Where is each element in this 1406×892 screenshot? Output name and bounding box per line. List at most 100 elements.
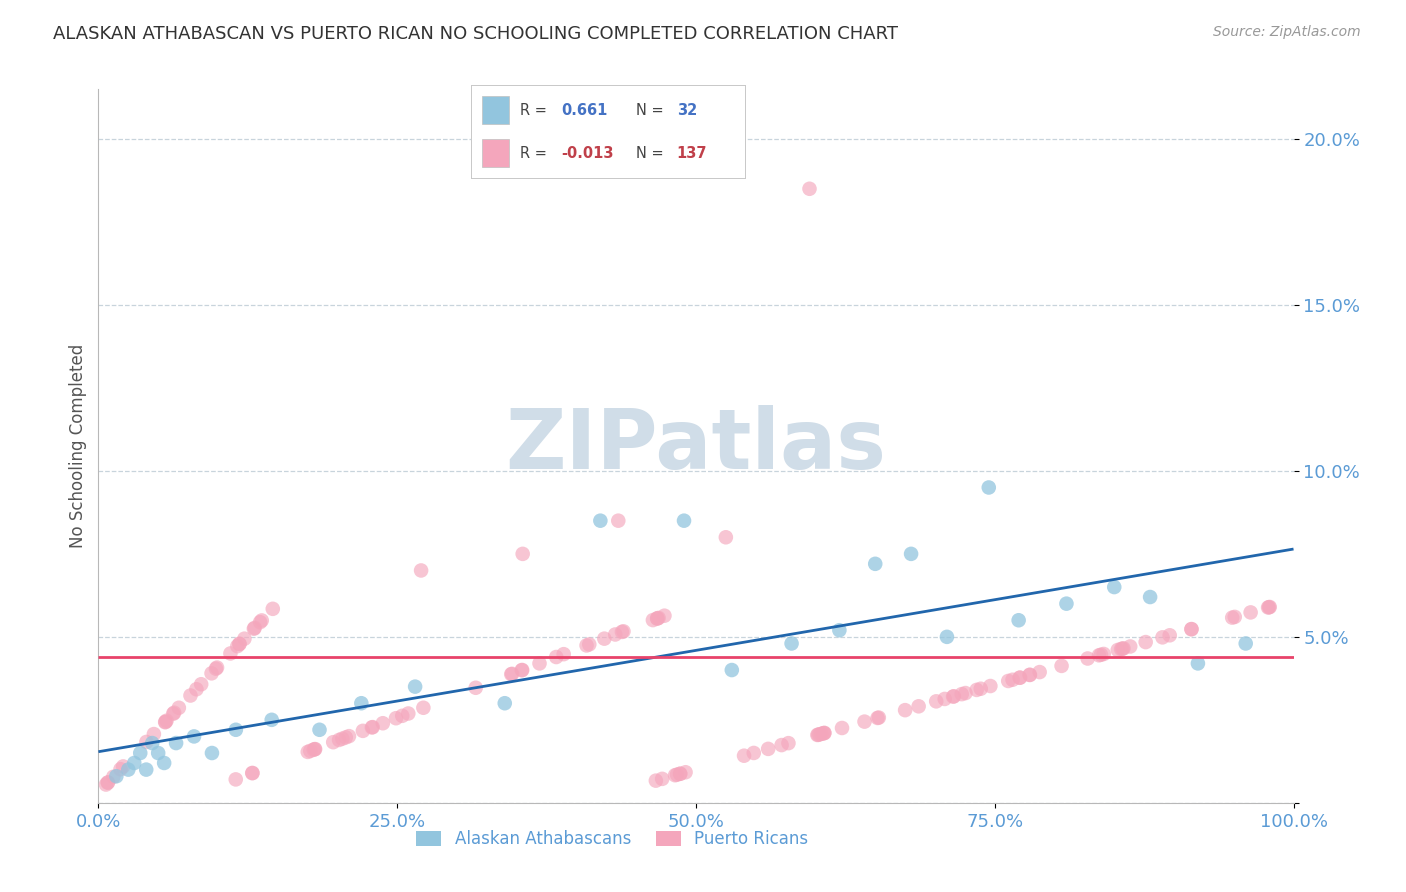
Point <box>612 624 634 639</box>
Point <box>226 639 249 653</box>
Point <box>865 557 887 571</box>
Point <box>1152 631 1174 645</box>
Point <box>117 763 139 777</box>
Point <box>1010 671 1032 685</box>
Point <box>297 745 319 759</box>
Point <box>900 547 922 561</box>
Point <box>404 680 426 694</box>
Point <box>589 514 612 528</box>
Point <box>200 666 222 681</box>
Point <box>813 726 835 740</box>
Point <box>742 746 765 760</box>
Point <box>162 706 184 721</box>
Text: R =: R = <box>520 103 547 118</box>
Point <box>1180 622 1202 636</box>
Point <box>205 660 228 674</box>
Point <box>733 748 755 763</box>
Point <box>1257 600 1279 615</box>
Point <box>112 759 135 773</box>
Point <box>304 742 326 756</box>
Point <box>1109 642 1132 657</box>
Point <box>605 627 627 641</box>
Point <box>494 696 516 710</box>
Point <box>979 679 1001 693</box>
Point <box>721 663 744 677</box>
Point <box>243 622 266 636</box>
Point <box>124 756 146 770</box>
Point <box>391 708 413 723</box>
Point <box>240 766 263 780</box>
Point <box>135 763 157 777</box>
Point <box>183 730 205 744</box>
Point <box>97 775 120 789</box>
Point <box>1088 648 1111 663</box>
Bar <box>482 139 509 167</box>
Point <box>553 647 575 661</box>
Point <box>1018 668 1040 682</box>
Point <box>361 720 384 734</box>
Point <box>645 611 668 625</box>
Point <box>641 613 664 627</box>
Point <box>129 746 152 760</box>
Point <box>148 746 170 760</box>
Point <box>249 615 271 629</box>
Point <box>1077 651 1099 665</box>
Point <box>250 614 273 628</box>
Point <box>1028 665 1050 679</box>
Point <box>103 770 125 784</box>
Point <box>105 769 128 783</box>
Point <box>778 736 800 750</box>
Point <box>593 632 616 646</box>
Point <box>813 726 835 740</box>
Point <box>831 721 853 735</box>
Point <box>1104 580 1126 594</box>
Point <box>205 662 228 676</box>
Point <box>673 514 696 528</box>
Point <box>610 624 633 639</box>
Point <box>647 611 669 625</box>
Point <box>966 682 988 697</box>
Point <box>799 182 821 196</box>
Point <box>1234 636 1257 650</box>
Text: 0.661: 0.661 <box>561 103 607 118</box>
Point <box>1111 641 1133 656</box>
Point <box>352 723 374 738</box>
Point <box>955 686 977 700</box>
Point <box>1119 640 1142 654</box>
Point <box>464 681 486 695</box>
Point <box>233 632 256 646</box>
Y-axis label: No Schooling Completed: No Schooling Completed <box>69 344 87 548</box>
Point <box>575 639 598 653</box>
Point <box>328 733 350 747</box>
Point <box>1258 599 1281 614</box>
Point <box>155 714 177 729</box>
Point <box>510 663 533 677</box>
Point <box>654 608 676 623</box>
Point <box>645 611 668 625</box>
Point <box>529 657 551 671</box>
Point <box>1258 600 1281 615</box>
Point <box>510 663 533 677</box>
Point <box>501 667 523 681</box>
Point <box>1001 673 1024 687</box>
Point <box>385 711 408 725</box>
Point <box>153 715 176 730</box>
Point <box>228 637 250 651</box>
Text: -0.013: -0.013 <box>561 145 614 161</box>
Point <box>110 762 132 776</box>
Point <box>970 681 993 696</box>
Point <box>1159 628 1181 642</box>
Point <box>412 700 434 714</box>
Point <box>1092 647 1115 661</box>
Point <box>664 768 686 782</box>
Text: 32: 32 <box>676 103 697 118</box>
Text: Source: ZipAtlas.com: Source: ZipAtlas.com <box>1213 25 1361 39</box>
Point <box>780 636 803 650</box>
Point <box>675 765 697 780</box>
Point <box>1180 622 1202 636</box>
Point <box>669 766 692 780</box>
Point <box>228 637 250 651</box>
Text: 137: 137 <box>676 145 707 161</box>
Point <box>242 766 264 780</box>
Point <box>260 713 283 727</box>
